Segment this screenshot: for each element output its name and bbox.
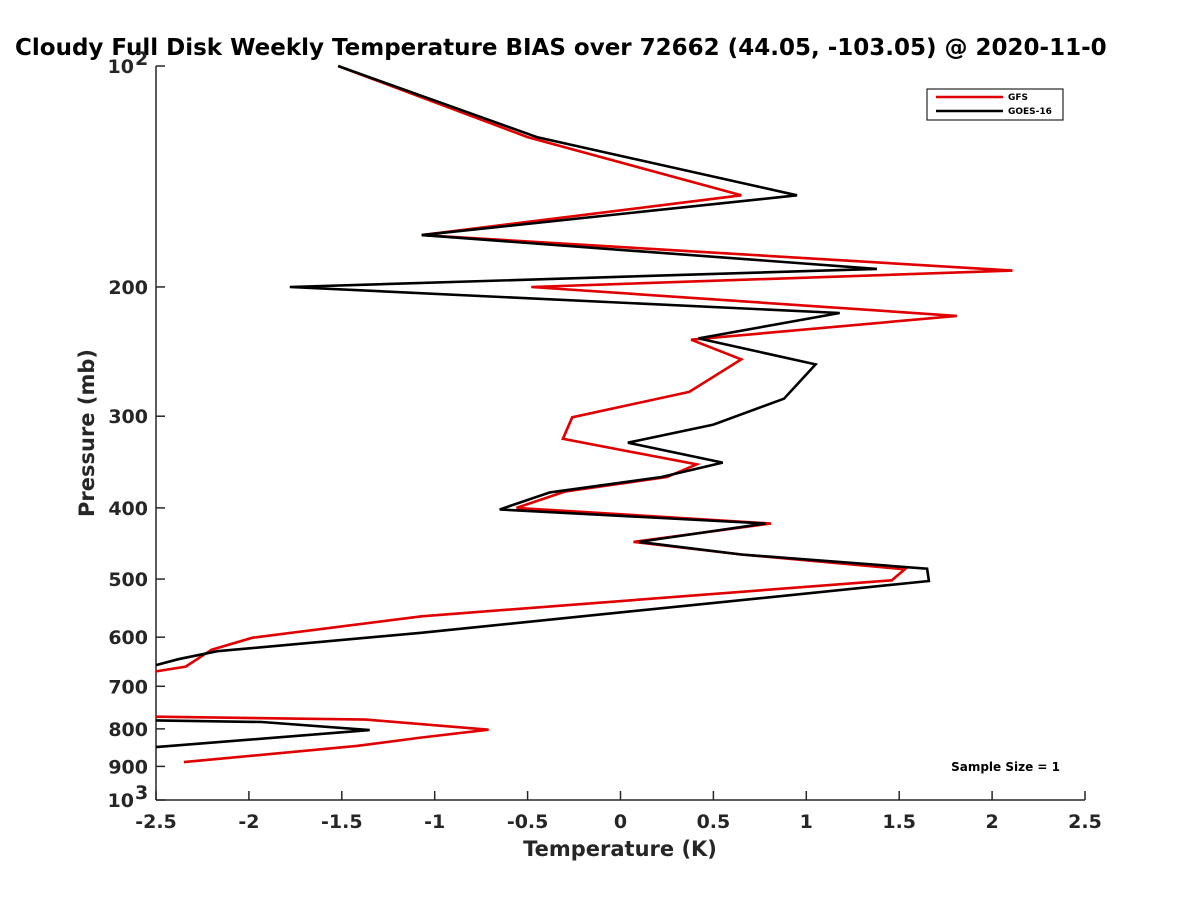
y-tick-label: 400	[108, 498, 148, 520]
y-tick-label: 600	[108, 627, 148, 649]
y-tick-label: 900	[108, 756, 148, 778]
y-tick-label: 500	[108, 569, 148, 591]
y-tick-label: 800	[108, 719, 148, 741]
series-line-goes-16	[155, 719, 370, 749]
series-line-gfs	[155, 715, 489, 764]
x-tick-label: -1	[424, 811, 445, 833]
series-line-goes-16	[155, 64, 931, 667]
series-layer	[155, 64, 1013, 764]
x-tick-label: -2.5	[135, 811, 177, 833]
x-tick-label: 0.5	[697, 811, 731, 833]
x-tick-label: 2.5	[1068, 811, 1102, 833]
legend-label: GFS	[1008, 93, 1028, 103]
sample-size-note: Sample Size = 1	[951, 760, 1060, 774]
legend: GFS GOES-16	[926, 88, 1064, 121]
x-axis-label: Temperature (K)	[523, 837, 717, 861]
series-line-gfs	[155, 64, 1013, 673]
y-tick-label: 10	[108, 790, 134, 812]
x-tick-label: 1.5	[882, 811, 916, 833]
x-tick-label: 1	[800, 811, 813, 833]
x-tick-label: 0	[614, 811, 627, 833]
plot-area: -2.5 -2 -1.5 -1 -0.5 0 0.5 1 1.5 2 2.510 2200300400…	[108, 48, 1102, 833]
axes: -2.5 -2 -1.5 -1 -0.5 0 0.5 1 1.5 2 2.510 2200300400…	[108, 48, 1102, 833]
y-tick-label: 200	[108, 277, 148, 299]
chart-title: Cloudy Full Disk Weekly Temperature BIAS…	[15, 35, 1107, 61]
x-tick-label: 2	[985, 811, 998, 833]
x-tick-label: -0.5	[507, 811, 549, 833]
y-tick-label: 300	[108, 406, 148, 428]
x-tick-label: -1.5	[321, 811, 363, 833]
y-axis-label: Pressure (mb)	[75, 349, 99, 517]
legend-label: GOES-16	[1008, 107, 1052, 117]
y-tick-exponent: 3	[135, 782, 148, 804]
legend-box	[926, 88, 1064, 121]
y-tick-label: 700	[108, 676, 148, 698]
y-tick-label: 10	[108, 56, 134, 78]
y-tick-exponent: 2	[135, 48, 148, 70]
x-tick-label: -2	[238, 811, 259, 833]
